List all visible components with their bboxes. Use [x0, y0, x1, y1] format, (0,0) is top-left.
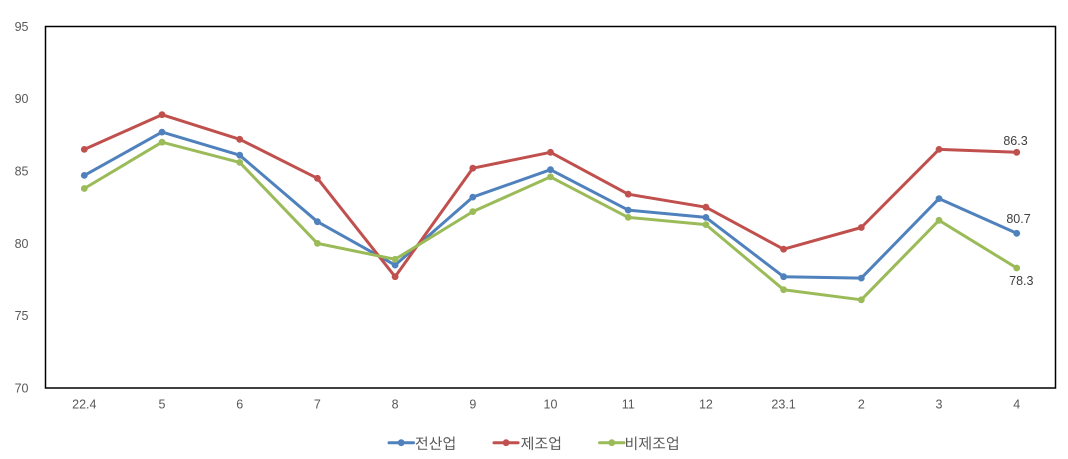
svg-text:7: 7: [314, 398, 321, 412]
svg-text:12: 12: [699, 398, 713, 412]
svg-text:80.7: 80.7: [1006, 212, 1030, 226]
svg-text:70: 70: [15, 381, 29, 395]
svg-text:75: 75: [15, 309, 29, 323]
svg-text:11: 11: [622, 398, 635, 412]
svg-text:2: 2: [858, 398, 865, 412]
svg-text:8: 8: [392, 398, 399, 412]
svg-text:4: 4: [1013, 398, 1020, 412]
svg-text:3: 3: [936, 398, 943, 412]
svg-text:80: 80: [15, 237, 29, 251]
svg-text:10: 10: [544, 398, 558, 412]
svg-text:78.3: 78.3: [1009, 274, 1033, 288]
svg-text:86.3: 86.3: [1003, 134, 1027, 148]
svg-text:5: 5: [159, 398, 166, 412]
svg-text:6: 6: [236, 398, 243, 412]
svg-text:22.4: 22.4: [72, 398, 96, 412]
svg-text:95: 95: [15, 20, 29, 34]
svg-text:9: 9: [469, 398, 476, 412]
svg-text:90: 90: [15, 92, 29, 106]
svg-text:85: 85: [15, 165, 29, 179]
svg-text:23.1: 23.1: [771, 398, 795, 412]
